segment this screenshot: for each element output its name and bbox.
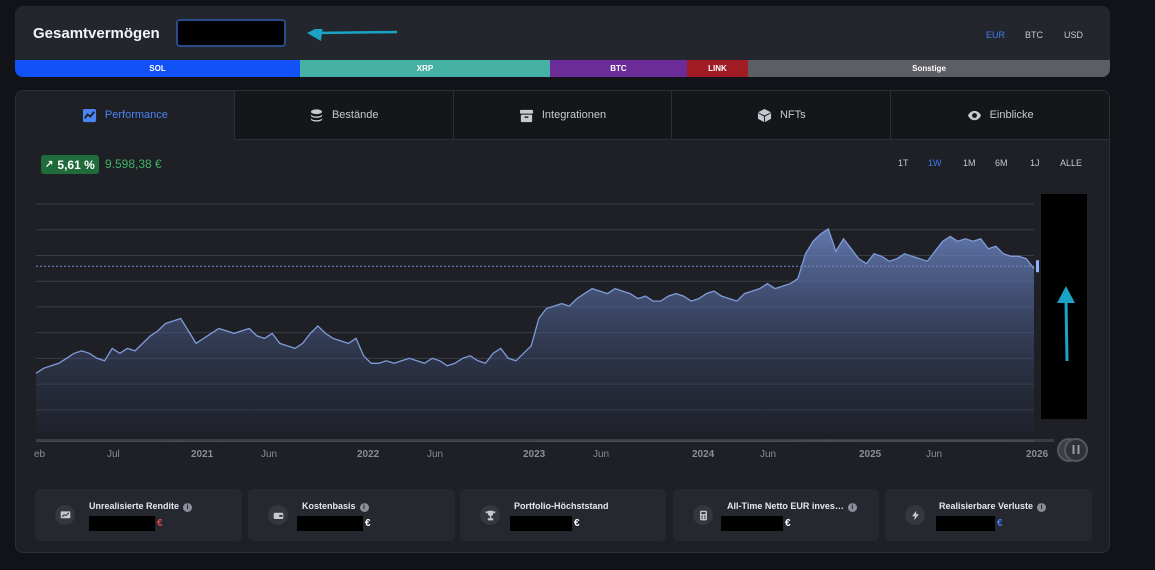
currency-usd[interactable]: USD — [1064, 30, 1084, 40]
change-absolute: 9.598,38 € — [105, 157, 162, 171]
annotation-arrow-icon — [1064, 298, 1069, 362]
currency-btc[interactable]: BTC — [1025, 30, 1043, 40]
stat-value: € — [89, 516, 163, 531]
tab-holdings[interactable]: Bestände — [234, 91, 454, 140]
x-tick-label: Jun — [261, 449, 277, 460]
x-tick-label: eb — [34, 449, 46, 460]
x-tick-label: Jul — [107, 449, 120, 460]
x-tick-label: Jun — [926, 449, 942, 460]
currency-symbol: € — [157, 518, 163, 529]
tab-bar: Performance Bestände Integrationen NFTs … — [16, 91, 1109, 140]
series-line — [35, 227, 1035, 374]
redacted-axis-values — [1041, 194, 1087, 419]
pause-button — [1064, 438, 1088, 462]
redacted-total-value — [176, 19, 286, 47]
performance-chart[interactable]: eb Jul 2021 Jun 2022 Jun 2023 Jun 2024 Jun 2025 Jun… — [16, 191, 1110, 471]
x-tick-label: Jun — [427, 449, 443, 460]
chart-icon — [82, 108, 96, 122]
portfolio-summary-card: Gesamtvermögen EUR BTC USD SOL XRP BTC L… — [15, 6, 1110, 77]
range-1w[interactable]: 1W — [928, 158, 942, 168]
eye-icon — [967, 110, 981, 120]
stat-value: € — [721, 516, 791, 531]
x-tick-label: 2025 — [859, 449, 882, 460]
navigator-series — [36, 439, 1034, 442]
x-tick-label: 2021 — [191, 449, 214, 460]
coins-icon — [310, 108, 323, 122]
navigator-track — [36, 439, 1054, 442]
chart-icon — [55, 505, 75, 525]
tab-label: Integrationen — [541, 109, 607, 121]
page-title: Gesamtvermögen — [33, 25, 160, 42]
pause-icon-bar — [1077, 445, 1080, 454]
currency-symbol: € — [365, 518, 371, 529]
wallet-icon — [268, 505, 288, 525]
x-tick-label: 2024 — [692, 449, 715, 460]
tab-nfts[interactable]: NFTs — [672, 91, 892, 140]
currency-symbol: € — [785, 518, 791, 529]
redacted-value — [510, 516, 572, 531]
stat-card-realizable-losses: Realisierbare Verluste i € — [885, 489, 1092, 541]
stat-label: Realisierbare Verluste i — [939, 501, 1047, 512]
allocation-segment-btc[interactable]: BTC — [550, 60, 687, 77]
pause-icon-bar — [1072, 445, 1075, 454]
allocation-segment-sol[interactable]: SOL — [15, 60, 300, 77]
info-icon[interactable]: i — [847, 503, 857, 512]
x-tick-label: Jun — [593, 449, 609, 460]
info-icon[interactable]: i — [1037, 503, 1047, 512]
x-tick-label: 2026 — [1026, 449, 1049, 460]
range-1m[interactable]: 1M — [963, 158, 976, 168]
stat-label: Kostenbasis i — [302, 501, 369, 512]
box-icon — [519, 109, 533, 122]
redacted-value — [297, 516, 363, 531]
stat-card-unrealized: Unrealisierte Rendite i € — [35, 489, 242, 541]
stat-label: Portfolio-Höchststand — [514, 501, 609, 511]
tab-label: Bestände — [331, 109, 379, 121]
performance-card: Performance Bestände Integrationen NFTs … — [15, 90, 1110, 553]
current-value-marker — [1036, 260, 1039, 273]
tab-performance[interactable]: Performance — [16, 91, 235, 140]
range-6m[interactable]: 6M — [995, 158, 1008, 168]
trophy-icon — [480, 505, 500, 525]
stat-value: € — [297, 516, 371, 531]
annotation-arrow-head — [1057, 286, 1075, 303]
change-percent: 5,61 % — [57, 157, 95, 172]
tab-insights[interactable]: Einblicke — [891, 91, 1109, 140]
range-1t[interactable]: 1T — [898, 158, 909, 168]
calculator-icon — [693, 505, 713, 525]
range-1j[interactable]: 1J — [1030, 158, 1040, 168]
x-tick-label: 2022 — [357, 449, 380, 460]
redacted-value — [89, 516, 155, 531]
tab-label: Einblicke — [989, 109, 1034, 121]
redacted-value — [721, 516, 783, 531]
performance-change-badge: ↗ 5,61 % — [41, 155, 99, 174]
stat-card-cost-basis: Kostenbasis i € — [248, 489, 455, 541]
currency-symbol: € — [997, 518, 1003, 529]
stat-card-portfolio-high: Portfolio-Höchststand € — [460, 489, 666, 541]
info-icon[interactable]: i — [359, 503, 369, 512]
series-area — [36, 228, 1034, 433]
stat-label: All-Time Netto EUR inves… i — [727, 501, 857, 512]
allocation-bar: SOL XRP BTC LINK Sonstige — [15, 60, 1110, 77]
stat-value: € — [936, 516, 1003, 531]
cube-icon — [757, 108, 772, 122]
allocation-segment-other[interactable]: Sonstige — [748, 60, 1110, 77]
tab-label: Performance — [104, 109, 168, 121]
info-icon[interactable]: i — [183, 503, 193, 512]
allocation-segment-xrp[interactable]: XRP — [300, 60, 550, 77]
tab-integrations[interactable]: Integrationen — [453, 91, 673, 140]
currency-symbol: € — [574, 518, 580, 529]
allocation-segment-link[interactable]: LINK — [687, 60, 748, 77]
stat-value: € — [510, 516, 580, 531]
annotation-arrow-icon — [307, 29, 398, 41]
bolt-icon — [905, 505, 925, 525]
x-tick-label: 2023 — [523, 449, 546, 460]
redacted-value — [936, 516, 995, 531]
range-alle[interactable]: ALLE — [1060, 158, 1083, 168]
x-tick-label: Jun — [760, 449, 776, 460]
stat-label: Unrealisierte Rendite i — [89, 501, 193, 512]
currency-eur[interactable]: EUR — [986, 30, 1006, 40]
stat-card-net-invested: All-Time Netto EUR inves… i € — [673, 489, 879, 541]
trend-up-icon: ↗ — [45, 159, 54, 170]
tab-label: NFTs — [779, 109, 806, 121]
